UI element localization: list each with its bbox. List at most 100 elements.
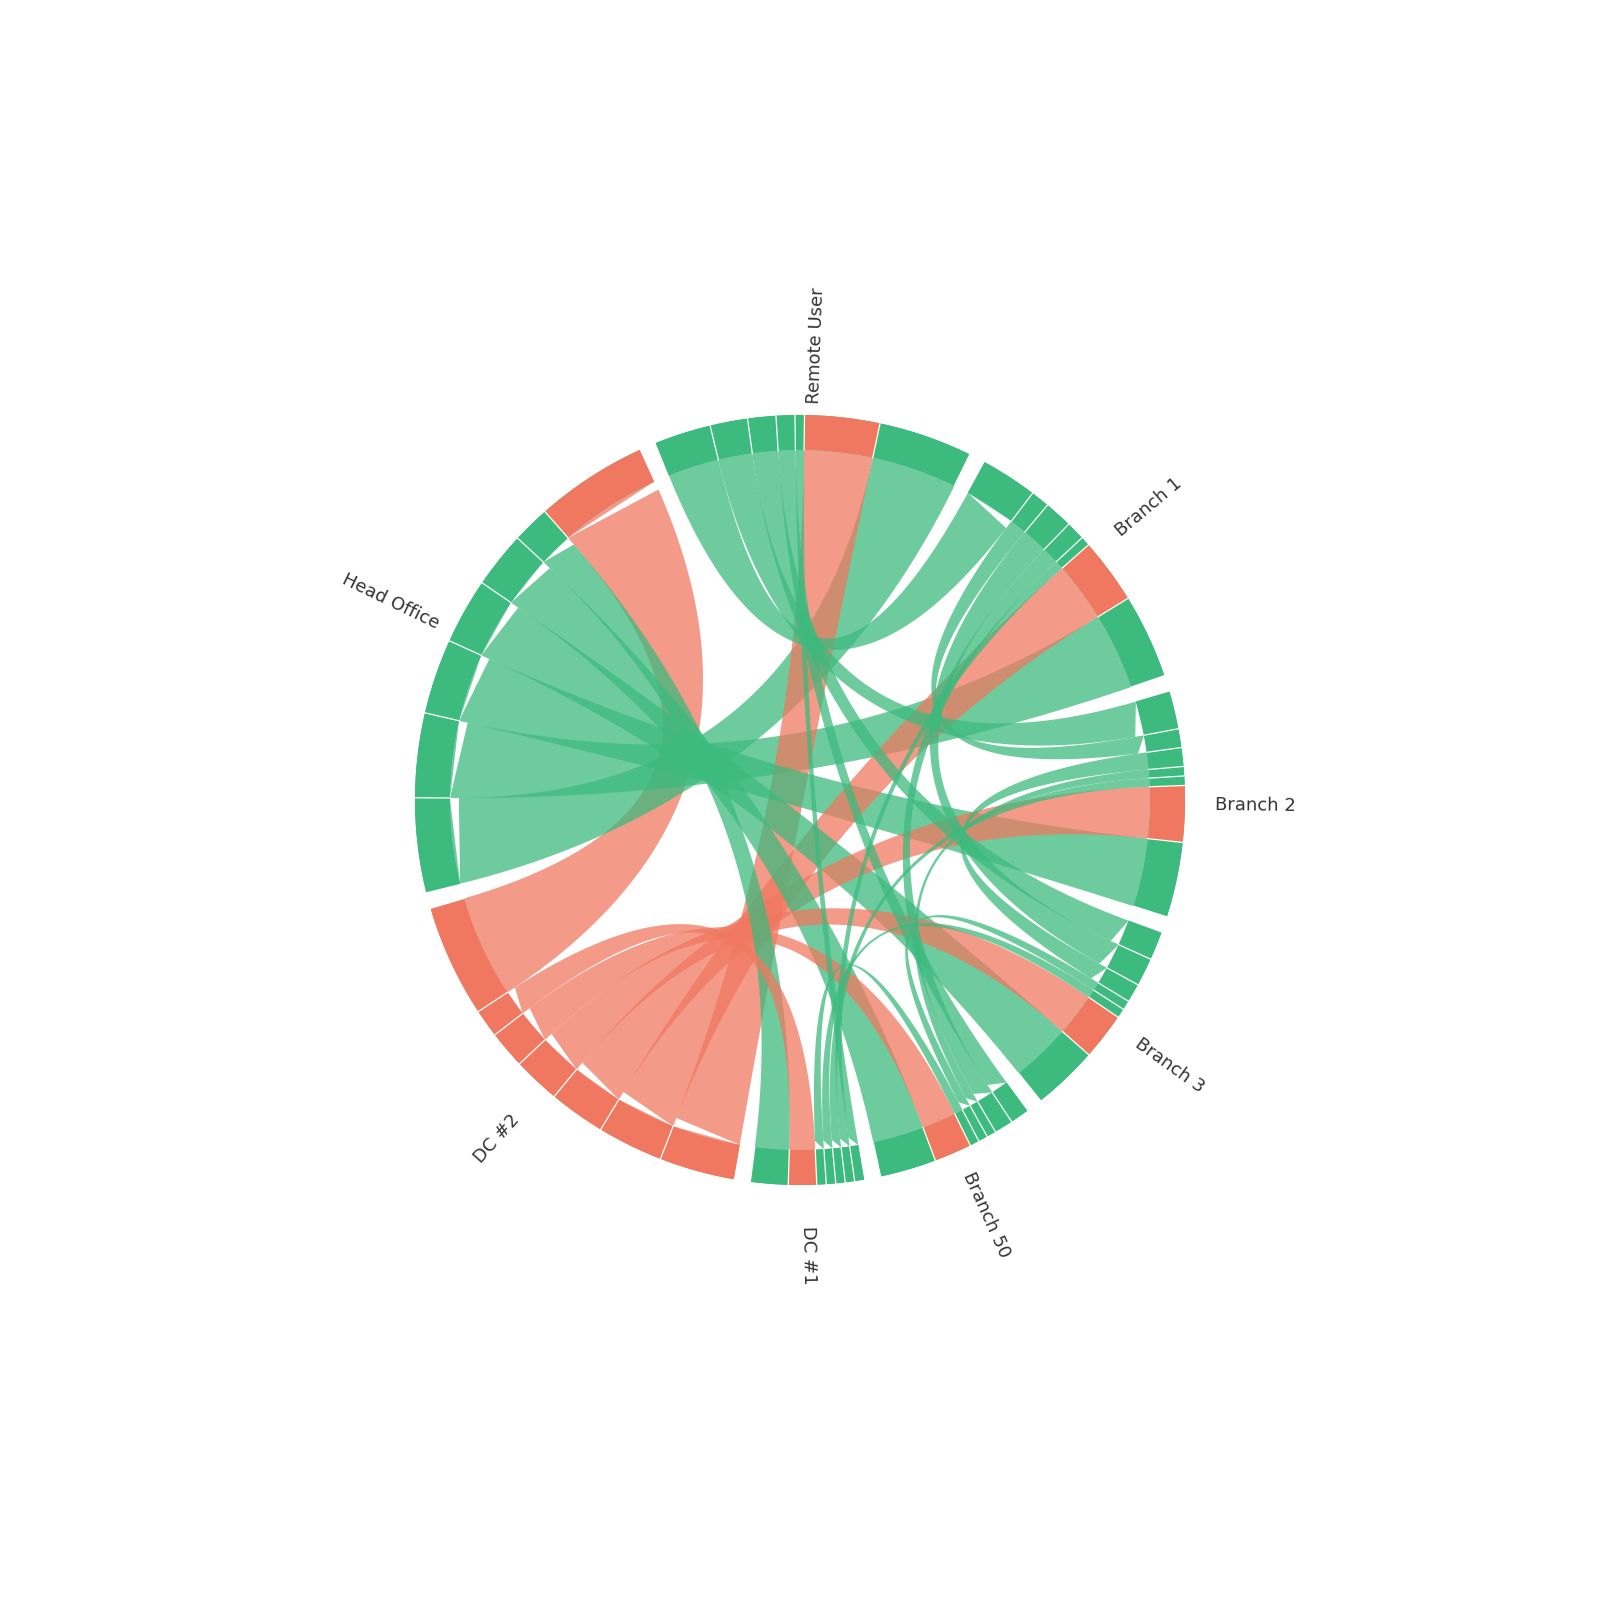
- Polygon shape: [814, 965, 963, 1150]
- Polygon shape: [478, 992, 523, 1035]
- Polygon shape: [1147, 747, 1184, 770]
- Polygon shape: [1133, 838, 1182, 917]
- Polygon shape: [1133, 691, 1186, 917]
- Polygon shape: [931, 522, 1147, 760]
- Polygon shape: [578, 787, 1150, 1099]
- Polygon shape: [426, 642, 482, 720]
- Polygon shape: [960, 752, 1149, 982]
- Polygon shape: [482, 538, 544, 603]
- Polygon shape: [822, 923, 1094, 1149]
- Polygon shape: [669, 459, 1011, 650]
- Polygon shape: [914, 770, 1149, 1106]
- Polygon shape: [450, 458, 954, 883]
- Polygon shape: [464, 482, 702, 992]
- Text: DC #2: DC #2: [470, 1112, 523, 1166]
- Polygon shape: [1094, 982, 1128, 1010]
- Polygon shape: [619, 568, 1098, 1126]
- Polygon shape: [656, 414, 970, 486]
- Polygon shape: [718, 453, 1144, 746]
- Polygon shape: [747, 416, 778, 453]
- Polygon shape: [1045, 525, 1082, 562]
- Polygon shape: [1149, 766, 1184, 778]
- Polygon shape: [778, 450, 1006, 1093]
- Text: Branch 2: Branch 2: [1214, 795, 1296, 814]
- Polygon shape: [955, 1110, 979, 1146]
- Polygon shape: [874, 1083, 1027, 1176]
- Polygon shape: [414, 450, 654, 893]
- Polygon shape: [776, 414, 795, 451]
- Polygon shape: [1090, 990, 1123, 1018]
- Polygon shape: [414, 714, 459, 798]
- Text: Branch 50: Branch 50: [958, 1170, 1013, 1261]
- Polygon shape: [520, 1040, 576, 1096]
- Polygon shape: [430, 899, 739, 1179]
- Polygon shape: [968, 462, 1032, 522]
- Text: Branch 1: Branch 1: [1112, 474, 1184, 539]
- Polygon shape: [978, 1093, 1011, 1131]
- Polygon shape: [494, 1013, 546, 1064]
- Text: DC #1: DC #1: [798, 1226, 818, 1285]
- Polygon shape: [824, 1149, 835, 1184]
- Polygon shape: [430, 899, 507, 1011]
- Polygon shape: [1011, 493, 1048, 531]
- Polygon shape: [523, 926, 955, 1128]
- Polygon shape: [842, 1147, 854, 1182]
- Polygon shape: [930, 531, 1118, 968]
- Polygon shape: [902, 549, 1056, 1101]
- Polygon shape: [507, 925, 816, 1150]
- Polygon shape: [789, 1150, 816, 1186]
- Polygon shape: [832, 1147, 845, 1184]
- Polygon shape: [450, 616, 1131, 798]
- Polygon shape: [546, 450, 654, 538]
- Polygon shape: [710, 419, 752, 459]
- Polygon shape: [830, 778, 1150, 1149]
- Polygon shape: [874, 1128, 936, 1176]
- Polygon shape: [816, 1149, 826, 1184]
- Polygon shape: [992, 1083, 1027, 1122]
- Polygon shape: [1147, 786, 1186, 843]
- Polygon shape: [1062, 997, 1118, 1054]
- Text: Branch 3: Branch 3: [1131, 1035, 1208, 1096]
- Polygon shape: [1026, 506, 1069, 549]
- Polygon shape: [518, 512, 568, 562]
- Polygon shape: [1118, 920, 1162, 958]
- Polygon shape: [750, 1146, 864, 1186]
- Polygon shape: [1098, 598, 1165, 686]
- Polygon shape: [1056, 538, 1088, 568]
- Text: Remote User: Remote User: [805, 286, 827, 403]
- Polygon shape: [1107, 944, 1150, 984]
- Polygon shape: [752, 451, 1128, 944]
- Polygon shape: [1144, 728, 1181, 752]
- Polygon shape: [1099, 968, 1138, 1002]
- Polygon shape: [795, 414, 805, 450]
- Polygon shape: [805, 414, 880, 458]
- Polygon shape: [923, 1114, 970, 1160]
- Polygon shape: [795, 450, 858, 1147]
- Polygon shape: [546, 909, 1090, 1069]
- Polygon shape: [1019, 920, 1162, 1101]
- Polygon shape: [600, 1099, 674, 1158]
- Polygon shape: [459, 656, 1147, 906]
- Polygon shape: [1019, 1032, 1088, 1101]
- Polygon shape: [482, 603, 1062, 1074]
- Text: Head Office: Head Office: [339, 571, 442, 634]
- Polygon shape: [968, 462, 1165, 686]
- Polygon shape: [970, 1101, 995, 1136]
- Polygon shape: [906, 915, 1099, 1110]
- Polygon shape: [656, 426, 718, 475]
- Polygon shape: [872, 424, 970, 486]
- Polygon shape: [414, 798, 461, 893]
- Polygon shape: [1136, 691, 1178, 736]
- Polygon shape: [835, 562, 1062, 1147]
- Polygon shape: [661, 1126, 739, 1179]
- Polygon shape: [554, 1069, 619, 1130]
- Polygon shape: [544, 538, 790, 1150]
- Polygon shape: [510, 563, 923, 1142]
- Polygon shape: [450, 582, 510, 656]
- Polygon shape: [750, 1147, 789, 1186]
- Polygon shape: [1149, 776, 1184, 787]
- Polygon shape: [674, 450, 872, 1144]
- Polygon shape: [850, 1146, 864, 1181]
- Polygon shape: [963, 1106, 987, 1141]
- Polygon shape: [1062, 546, 1128, 616]
